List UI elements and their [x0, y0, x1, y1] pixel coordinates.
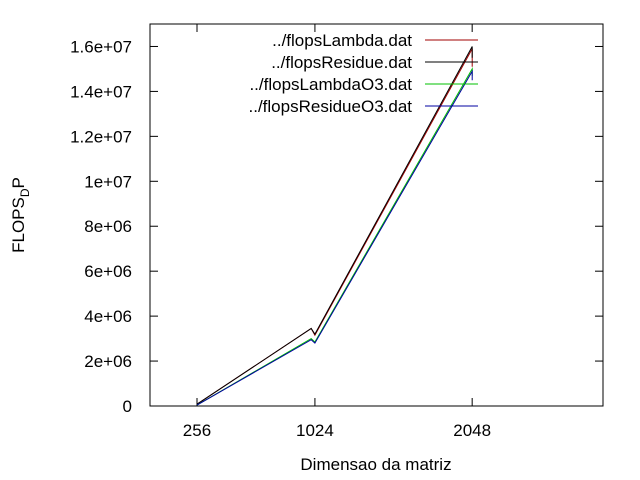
y-tick-label: 1.4e+07 [70, 82, 132, 101]
y-tick-label: 4e+06 [84, 307, 132, 326]
x-axis-label: Dimensao da matriz [300, 455, 451, 474]
y-axis-label-tail: P [9, 177, 28, 188]
y-axis-label: FLOPSDP [9, 177, 32, 253]
series-lines [196, 46, 473, 406]
y-tick-label: 6e+06 [84, 262, 132, 281]
y-tick-labels: 0 2e+06 4e+06 6e+06 8e+06 1e+07 1.2e+07 1.4e+07… [70, 37, 132, 416]
y-tick-label: 1.2e+07 [70, 127, 132, 146]
y-tick-label: 2e+06 [84, 352, 132, 371]
legend-label: ../flopsLambdaO3.dat [249, 75, 412, 94]
x-tick-label: 256 [183, 421, 211, 440]
x-tick-label: 1024 [296, 421, 334, 440]
plot-frame [149, 23, 604, 407]
series-line-3 [196, 67, 473, 406]
legend-label: ../flopsLambda.dat [272, 31, 412, 50]
y-axis-label-sub: D [18, 188, 32, 197]
y-tick-label: 1e+07 [84, 172, 132, 191]
x-tick-label: 2048 [453, 421, 491, 440]
y-axis-label-main: FLOPS [9, 197, 28, 253]
legend-label: ../flopsResidue.dat [271, 53, 412, 72]
y-tick-label: 8e+06 [84, 217, 132, 236]
x-tick-labels: 256 1024 2048 [183, 421, 491, 440]
legend: ../flopsLambda.dat ../flopsResidue.dat ../… [249, 31, 478, 116]
y-tick-label: 0 [123, 397, 132, 416]
legend-label: ../flopsResidueO3.dat [249, 97, 413, 116]
series-line-4 [196, 69, 473, 406]
tick-marks [150, 24, 603, 407]
y-tick-label: 1.6e+07 [70, 37, 132, 56]
series-line-2 [196, 46, 473, 405]
